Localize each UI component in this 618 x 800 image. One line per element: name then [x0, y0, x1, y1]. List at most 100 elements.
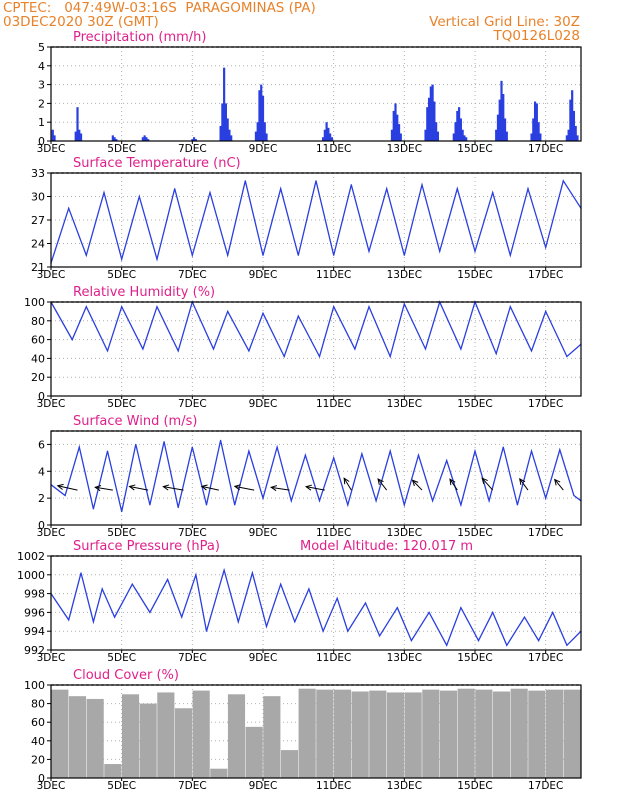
- x-tick-label: 5DEC: [107, 652, 136, 664]
- cloud-bar: [510, 688, 528, 778]
- series-point: [103, 191, 105, 194]
- wind-arrow-head: [377, 478, 384, 486]
- series-point: [488, 500, 490, 502]
- series-point: [149, 611, 151, 614]
- series-point: [212, 348, 215, 350]
- cloud-bar: [121, 694, 140, 778]
- series-point: [446, 459, 448, 462]
- wind-arrow: [163, 486, 184, 491]
- y-tick-label: 40: [31, 735, 45, 748]
- x-tick-label: 5DEC: [107, 527, 136, 539]
- x-tick-label: 15DEC: [457, 269, 492, 281]
- wind-arrow: [412, 479, 423, 491]
- precip-bar: [565, 135, 568, 141]
- series-point: [163, 441, 165, 443]
- wind-arrow-head: [304, 484, 313, 491]
- wind-arrow-head: [94, 485, 102, 492]
- y-tick-label: 60: [31, 334, 45, 347]
- series-line: [50, 300, 582, 359]
- y-tick-label: 30: [31, 191, 45, 204]
- series-point: [439, 250, 441, 252]
- series-point: [538, 640, 540, 642]
- cloud-bar: [86, 698, 104, 778]
- precip-bar: [327, 127, 330, 141]
- cloud-bar: [192, 690, 210, 778]
- precip-bar: [260, 84, 263, 141]
- precip-bar: [458, 107, 461, 141]
- series-point: [545, 246, 547, 249]
- panel-5: [47, 684, 582, 781]
- series-point: [389, 355, 391, 358]
- precip-bar: [429, 86, 432, 141]
- cloud-bar: [210, 768, 228, 778]
- series-point: [121, 306, 123, 308]
- precip-bar: [265, 133, 268, 141]
- series-line: [50, 567, 582, 647]
- y-tick-label: 0: [38, 772, 45, 785]
- precip-bar: [79, 133, 83, 141]
- wind-arrow: [377, 478, 388, 491]
- cloud-bar: [245, 726, 263, 778]
- precip-bar: [532, 118, 535, 141]
- wind-arrow-head: [270, 485, 278, 492]
- series-point: [283, 355, 285, 358]
- panel-annotation: Model Altitude: 120.017 m: [300, 539, 473, 554]
- cloud-bar: [492, 691, 511, 778]
- series-point: [523, 616, 526, 618]
- y-tick-label: 0: [38, 519, 45, 532]
- x-tick-label: 15DEC: [457, 780, 492, 792]
- series-point: [234, 504, 236, 506]
- x-tick-label: 13DEC: [387, 398, 422, 410]
- series-point: [460, 348, 462, 350]
- series-point: [177, 506, 179, 509]
- series-point: [368, 250, 370, 252]
- wind-arrow: [129, 485, 149, 491]
- y-tick-label: 4: [38, 60, 45, 73]
- cloud-bar: [563, 689, 581, 778]
- series-point: [101, 588, 103, 590]
- x-tick-label: 15DEC: [457, 398, 492, 410]
- series-point: [318, 500, 321, 502]
- series-point: [364, 602, 367, 604]
- series-point: [432, 500, 434, 502]
- series-point: [80, 572, 82, 574]
- y-tick-label: 992: [24, 644, 45, 657]
- series-point: [237, 621, 239, 623]
- series-point: [265, 625, 268, 628]
- precip-bar: [111, 135, 114, 141]
- x-tick-label: 7DEC: [178, 143, 207, 155]
- precip-bar: [193, 137, 196, 141]
- series-point: [403, 254, 405, 256]
- wind-arrow: [519, 478, 529, 491]
- precip-bar: [496, 114, 500, 141]
- y-tick-label: 100: [24, 296, 45, 309]
- precip-bar: [533, 101, 537, 141]
- cloud-bar: [298, 688, 316, 778]
- series-point: [530, 350, 533, 352]
- wind-arrow-head: [519, 478, 526, 485]
- series-point: [308, 588, 310, 590]
- y-tick-label: 996: [24, 606, 45, 619]
- series-point: [181, 616, 183, 618]
- y-tick-label: 100: [24, 679, 45, 692]
- panel-frame: [50, 555, 582, 651]
- cloud-bar: [227, 694, 246, 778]
- panel-4: [47, 555, 582, 653]
- series-point: [276, 446, 278, 448]
- y-tick-label: 20: [31, 371, 45, 384]
- series-point: [474, 450, 476, 452]
- x-tick-label: 13DEC: [387, 527, 422, 539]
- series-point: [85, 254, 87, 256]
- series-point: [149, 504, 151, 506]
- series-point: [106, 450, 109, 452]
- cloud-bar: [404, 692, 422, 778]
- x-tick-label: 15DEC: [457, 143, 492, 155]
- x-tick-label: 5DEC: [107, 269, 136, 281]
- cloud-bar: [475, 689, 493, 778]
- series-point: [167, 578, 169, 581]
- wind-arrow: [271, 486, 290, 491]
- y-tick-label: 994: [24, 625, 45, 638]
- precip-bar: [223, 67, 226, 141]
- series-point: [318, 355, 321, 358]
- wind-arrow: [201, 485, 219, 491]
